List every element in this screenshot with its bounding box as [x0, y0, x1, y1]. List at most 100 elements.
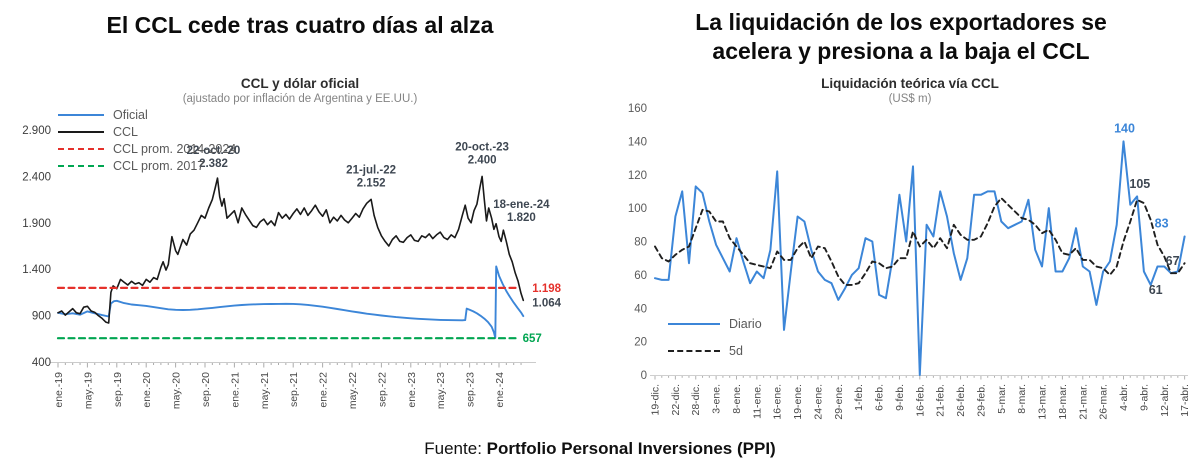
svg-text:5-mar.: 5-mar.	[996, 384, 1008, 414]
svg-text:9-abr.: 9-abr.	[1138, 384, 1150, 411]
ccl-prom-2014-2024-line-swatch	[58, 147, 104, 150]
svg-text:160: 160	[628, 103, 647, 115]
svg-text:60: 60	[634, 270, 647, 282]
svg-text:21-feb.: 21-feb.	[935, 384, 947, 417]
ccl-chart-canvas: 400 900 1.400 1.900 2.400 2.900 ene.-19 may.-19…	[22, 125, 561, 409]
svg-text:100: 100	[628, 203, 647, 215]
legend-item-5d: 5d	[668, 337, 762, 364]
svg-text:105: 105	[1129, 177, 1150, 191]
svg-text:29-ene.: 29-ene.	[833, 384, 845, 420]
svg-text:ene.-20: ene.-20	[141, 372, 153, 408]
svg-text:13-mar.: 13-mar.	[1037, 384, 1049, 420]
right-chart-legend: Diario 5d	[668, 310, 762, 364]
svg-text:26-feb.: 26-feb.	[955, 384, 967, 417]
svg-text:4-abr.: 4-abr.	[1118, 384, 1130, 411]
legend-item-ccl: CCL	[58, 123, 236, 140]
left-headline: El CCL cede tras cuatro días al alza	[106, 12, 494, 38]
svg-text:3-ene.: 3-ene.	[711, 384, 723, 414]
svg-text:sep.-23: sep.-23	[465, 372, 477, 407]
svg-text:may.-20: may.-20	[171, 372, 183, 409]
right-headline-line2: acelera y presiona a la baja el CCL	[712, 38, 1090, 64]
svg-text:17-abr.: 17-abr.	[1179, 384, 1191, 417]
svg-text:40: 40	[634, 303, 647, 315]
legend-item-oficial: Oficial	[58, 106, 236, 123]
right-chart-subtitle: (US$ m)	[888, 93, 932, 105]
right-chart-title: Liquidación teórica vía CCL	[821, 76, 999, 91]
svg-text:16-feb.: 16-feb.	[914, 384, 926, 417]
oficial-line-swatch	[58, 113, 104, 116]
svg-text:9-feb.: 9-feb.	[894, 384, 906, 411]
svg-text:1-feb.: 1-feb.	[853, 384, 865, 411]
right-headline-line1: La liquidación de los exportadores se	[695, 9, 1107, 35]
svg-text:657: 657	[523, 333, 542, 345]
svg-text:8-ene.: 8-ene.	[731, 384, 743, 414]
svg-text:61: 61	[1149, 283, 1163, 297]
legend-item-ccl-prom-2017: CCL prom. 2017	[58, 157, 236, 174]
svg-text:18-mar.: 18-mar.	[1057, 384, 1069, 420]
svg-text:may.-22: may.-22	[347, 372, 359, 409]
svg-text:11-ene.: 11-ene.	[751, 384, 763, 419]
svg-text:18-ene.-24: 18-ene.-24	[493, 199, 550, 211]
svg-text:1.820: 1.820	[507, 212, 536, 224]
svg-text:21-mar.: 21-mar.	[1077, 384, 1089, 420]
svg-text:sep.-22: sep.-22	[376, 372, 388, 407]
source-line: Fuente: Portfolio Personal Inversiones (…	[0, 439, 1200, 459]
svg-text:140: 140	[628, 136, 647, 148]
legend-label-oficial: Oficial	[113, 107, 148, 122]
svg-text:1.900: 1.900	[22, 218, 51, 230]
svg-text:21-jul.-22: 21-jul.-22	[346, 164, 396, 176]
svg-text:ene.-19: ene.-19	[53, 372, 65, 408]
left-chart-subtitle: (ajustado por inflación de Argentina y E…	[182, 93, 418, 105]
svg-text:22-dic.: 22-dic.	[670, 384, 682, 416]
liquidation-chart-canvas: 0 20 40 60 80 100 120 140 160 19-dic. 22-dic. 28-di…	[628, 103, 1191, 420]
svg-text:2.382: 2.382	[199, 158, 228, 170]
legend-label-ccl: CCL	[113, 124, 139, 139]
svg-text:80: 80	[634, 237, 647, 249]
svg-text:ene.-24: ene.-24	[494, 372, 506, 408]
svg-text:may.-19: may.-19	[82, 372, 94, 409]
svg-text:2.900: 2.900	[22, 125, 51, 137]
svg-text:sep.-21: sep.-21	[288, 372, 300, 407]
svg-text:may.-21: may.-21	[259, 372, 271, 409]
svg-text:400: 400	[32, 357, 51, 369]
right-headline: La liquidación de los exportadores se ac…	[618, 8, 1184, 66]
svg-text:2.400: 2.400	[468, 154, 497, 166]
svg-text:22-oct.-20: 22-oct.-20	[187, 145, 241, 157]
svg-text:120: 120	[628, 170, 647, 182]
svg-text:26-mar.: 26-mar.	[1098, 384, 1110, 420]
svg-text:ene.-22: ene.-22	[318, 372, 330, 408]
legend-label-ccl-prom-2014-2024: CCL prom. 2014-2024	[113, 141, 237, 156]
svg-text:ene.-23: ene.-23	[406, 372, 418, 408]
source-name: Portfolio Personal Inversiones (PPI)	[486, 439, 776, 458]
svg-text:6-feb.: 6-feb.	[874, 384, 886, 411]
svg-text:140: 140	[1114, 121, 1135, 135]
svg-text:2.152: 2.152	[357, 177, 386, 189]
ccl-line-swatch	[58, 130, 104, 133]
svg-text:ene.-21: ene.-21	[229, 372, 241, 408]
svg-text:2.400: 2.400	[22, 171, 51, 183]
svg-text:0: 0	[641, 370, 647, 382]
legend-item-diario: Diario	[668, 310, 762, 337]
svg-text:24-ene.: 24-ene.	[812, 384, 824, 420]
svg-text:12-abr.: 12-abr.	[1159, 384, 1171, 417]
legend-label-ccl-prom-2017: CCL prom. 2017	[113, 158, 205, 173]
legend-label-5d: 5d	[729, 343, 743, 358]
left-chart-title: CCL y dólar oficial	[240, 76, 360, 91]
svg-text:19-dic.: 19-dic.	[650, 384, 662, 416]
svg-text:1.198: 1.198	[532, 283, 561, 295]
svg-text:83: 83	[1155, 216, 1169, 230]
5d-line-swatch	[668, 349, 720, 352]
svg-text:29-feb.: 29-feb.	[975, 384, 987, 417]
svg-text:8-mar.: 8-mar.	[1016, 384, 1028, 414]
ccl-prom-2017-line-swatch	[58, 164, 104, 167]
diario-line-swatch	[668, 322, 720, 325]
source-prefix: Fuente:	[424, 439, 487, 458]
svg-text:1.064: 1.064	[532, 297, 561, 309]
svg-text:67: 67	[1166, 254, 1180, 268]
svg-text:1.400: 1.400	[22, 264, 51, 276]
svg-text:may.-23: may.-23	[435, 372, 447, 409]
svg-text:900: 900	[32, 311, 51, 323]
svg-text:20-oct.-23: 20-oct.-23	[455, 141, 509, 153]
svg-text:20: 20	[634, 337, 647, 349]
